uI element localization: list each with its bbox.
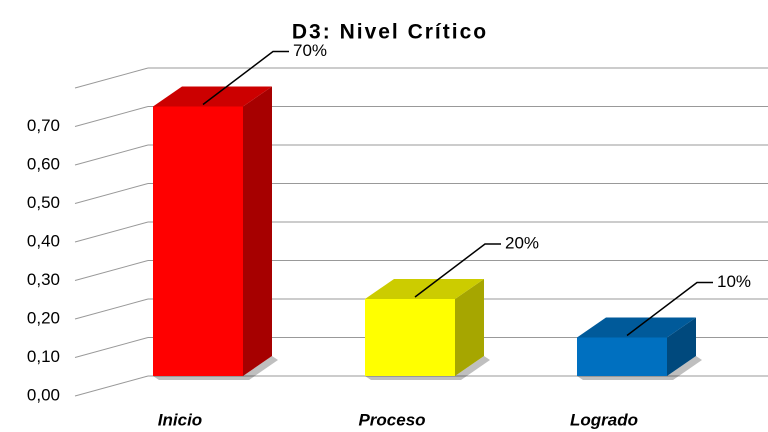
bar: [153, 106, 243, 376]
grid-line: [74, 106, 149, 127]
bar: [577, 337, 667, 376]
y-tick-label: 0,40: [27, 231, 60, 250]
data-label: 10%: [717, 272, 751, 291]
y-tick-label: 0,00: [27, 385, 60, 404]
grid-line: [74, 183, 149, 204]
y-tick-label: 0,30: [27, 270, 60, 289]
grid-line: [74, 298, 149, 320]
leader-line: [626, 281, 713, 337]
bar-shadow: [365, 356, 490, 380]
grid-line: [74, 375, 149, 397]
grid-line: [74, 144, 149, 166]
x-tick-label: Logrado: [570, 410, 638, 429]
y-tick-label: 0,10: [27, 347, 60, 366]
grid-line: [74, 337, 149, 358]
grid-line: [74, 221, 149, 243]
data-label: 70%: [293, 41, 327, 60]
bar: [365, 299, 455, 376]
bar-side: [455, 279, 484, 376]
bar-side: [667, 317, 696, 376]
x-tick-label: Inicio: [158, 410, 202, 429]
bar-side: [243, 86, 272, 376]
y-tick-label: 0,20: [27, 308, 60, 327]
leader-line: [414, 243, 501, 298]
y-tick-label: 0,70: [27, 116, 60, 135]
x-tick-label: Proceso: [358, 410, 425, 429]
y-tick-label: 0,50: [27, 193, 60, 212]
y-tick-label: 0,60: [27, 154, 60, 173]
leader-line: [202, 50, 289, 106]
bar-shadow: [577, 356, 702, 380]
grid-line: [74, 260, 149, 281]
wall-top: [74, 67, 149, 89]
bar-shadow: [153, 356, 278, 380]
chart-title: D3: Nivel Crítico: [292, 21, 488, 44]
data-label: 20%: [505, 233, 539, 252]
